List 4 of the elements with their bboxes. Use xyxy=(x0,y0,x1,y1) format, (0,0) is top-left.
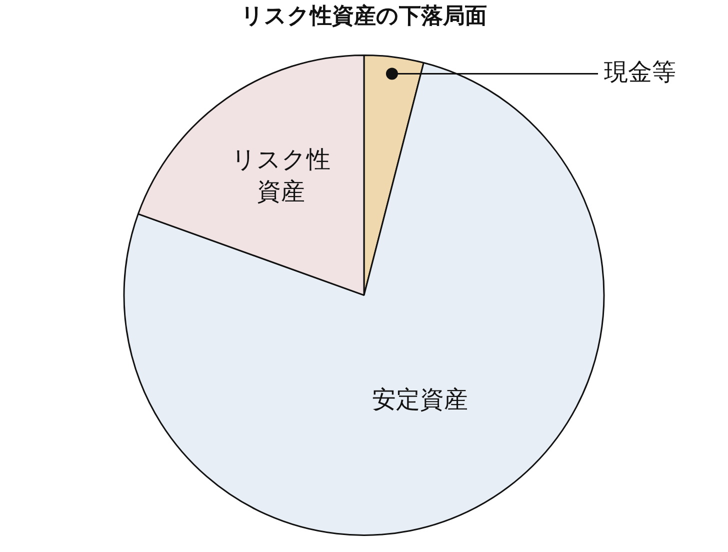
slice-label: リスク性資産 xyxy=(232,146,331,206)
chart-title: リスク性資産の下落局面 xyxy=(241,2,487,29)
slice-label: 現金等 xyxy=(604,58,676,86)
slice-label: 安定資産 xyxy=(372,385,468,414)
